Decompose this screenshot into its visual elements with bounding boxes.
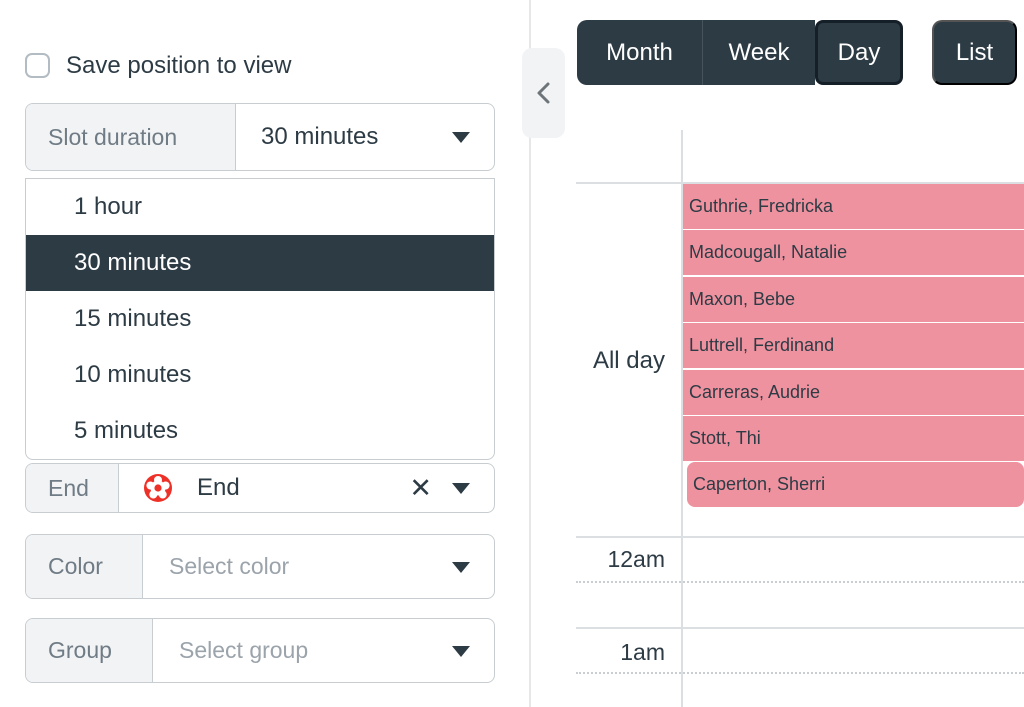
all-day-events: Guthrie, Fredricka Madcougall, Natalie M…: [683, 184, 1024, 509]
color-select[interactable]: Select color: [143, 535, 494, 598]
time-label-1am: 1am: [620, 639, 665, 665]
gear-badge-icon: [144, 474, 172, 502]
collapse-sidebar-button[interactable]: [522, 48, 565, 138]
chevron-down-icon: [452, 482, 470, 494]
dropdown-option-1-hour[interactable]: 1 hour: [74, 193, 143, 220]
save-position-label: Save position to view: [66, 52, 292, 79]
save-position-checkbox[interactable]: [25, 53, 50, 78]
event-bar[interactable]: Madcougall, Natalie: [683, 230, 1024, 276]
slot-duration-value: 30 minutes: [261, 123, 379, 150]
dropdown-option-5-minutes[interactable]: 5 minutes: [74, 417, 179, 444]
end-field-select[interactable]: End ✕: [119, 464, 494, 512]
slot-duration-row: Slot duration 30 minutes: [25, 103, 495, 171]
time-gutter-divider: [681, 130, 683, 707]
dropdown-option-10-minutes[interactable]: 10 minutes: [74, 361, 192, 388]
group-placeholder: Select group: [179, 637, 309, 663]
event-bar[interactable]: Caperton, Sherri: [687, 462, 1024, 508]
end-field-value: End: [197, 474, 240, 501]
color-placeholder: Select color: [169, 553, 290, 579]
week-view-button[interactable]: Week: [703, 20, 815, 85]
list-view-button[interactable]: List: [932, 20, 1017, 85]
event-bar[interactable]: Luttrell, Ferdinand: [683, 323, 1024, 369]
slot-duration-label: Slot duration: [26, 104, 236, 170]
month-view-button[interactable]: Month: [577, 20, 703, 85]
color-field-label: Color: [26, 535, 143, 598]
view-switcher: Month Week Day: [577, 20, 903, 85]
slot-duration-dropdown: 1 hour 30 minutes 15 minutes 10 minutes …: [25, 178, 495, 460]
clear-icon[interactable]: ✕: [409, 472, 432, 503]
chevron-down-icon: [452, 561, 470, 573]
event-bar[interactable]: Stott, Thi: [683, 415, 1024, 461]
group-select[interactable]: Select group: [153, 619, 494, 682]
end-field-row: End End ✕: [25, 463, 495, 513]
time-label-12am: 12am: [607, 546, 665, 572]
slot-duration-select[interactable]: 30 minutes: [236, 104, 494, 170]
event-bar[interactable]: Maxon, Bebe: [683, 276, 1024, 322]
event-bar[interactable]: Carreras, Audrie: [683, 369, 1024, 415]
color-field-row: Color Select color: [25, 534, 495, 599]
allday-row-top-line: [576, 182, 1024, 184]
dropdown-option-30-minutes[interactable]: 30 minutes: [26, 235, 494, 291]
half-hour-line: [576, 581, 1024, 583]
hour-line-1am: [576, 627, 1024, 629]
group-field-row: Group Select group: [25, 618, 495, 683]
all-day-label: All day: [592, 347, 665, 374]
event-bar[interactable]: Guthrie, Fredricka: [683, 184, 1024, 229]
panel-divider: [529, 0, 531, 707]
chevron-left-icon: [537, 82, 549, 104]
half-hour-line: [576, 672, 1024, 674]
day-view-button[interactable]: Day: [815, 20, 903, 85]
hour-line-12am: [576, 536, 1024, 538]
end-field-label: End: [26, 464, 119, 512]
chevron-down-icon: [452, 645, 470, 657]
group-field-label: Group: [26, 619, 153, 682]
dropdown-option-15-minutes[interactable]: 15 minutes: [74, 305, 192, 332]
chevron-down-icon: [452, 132, 470, 143]
